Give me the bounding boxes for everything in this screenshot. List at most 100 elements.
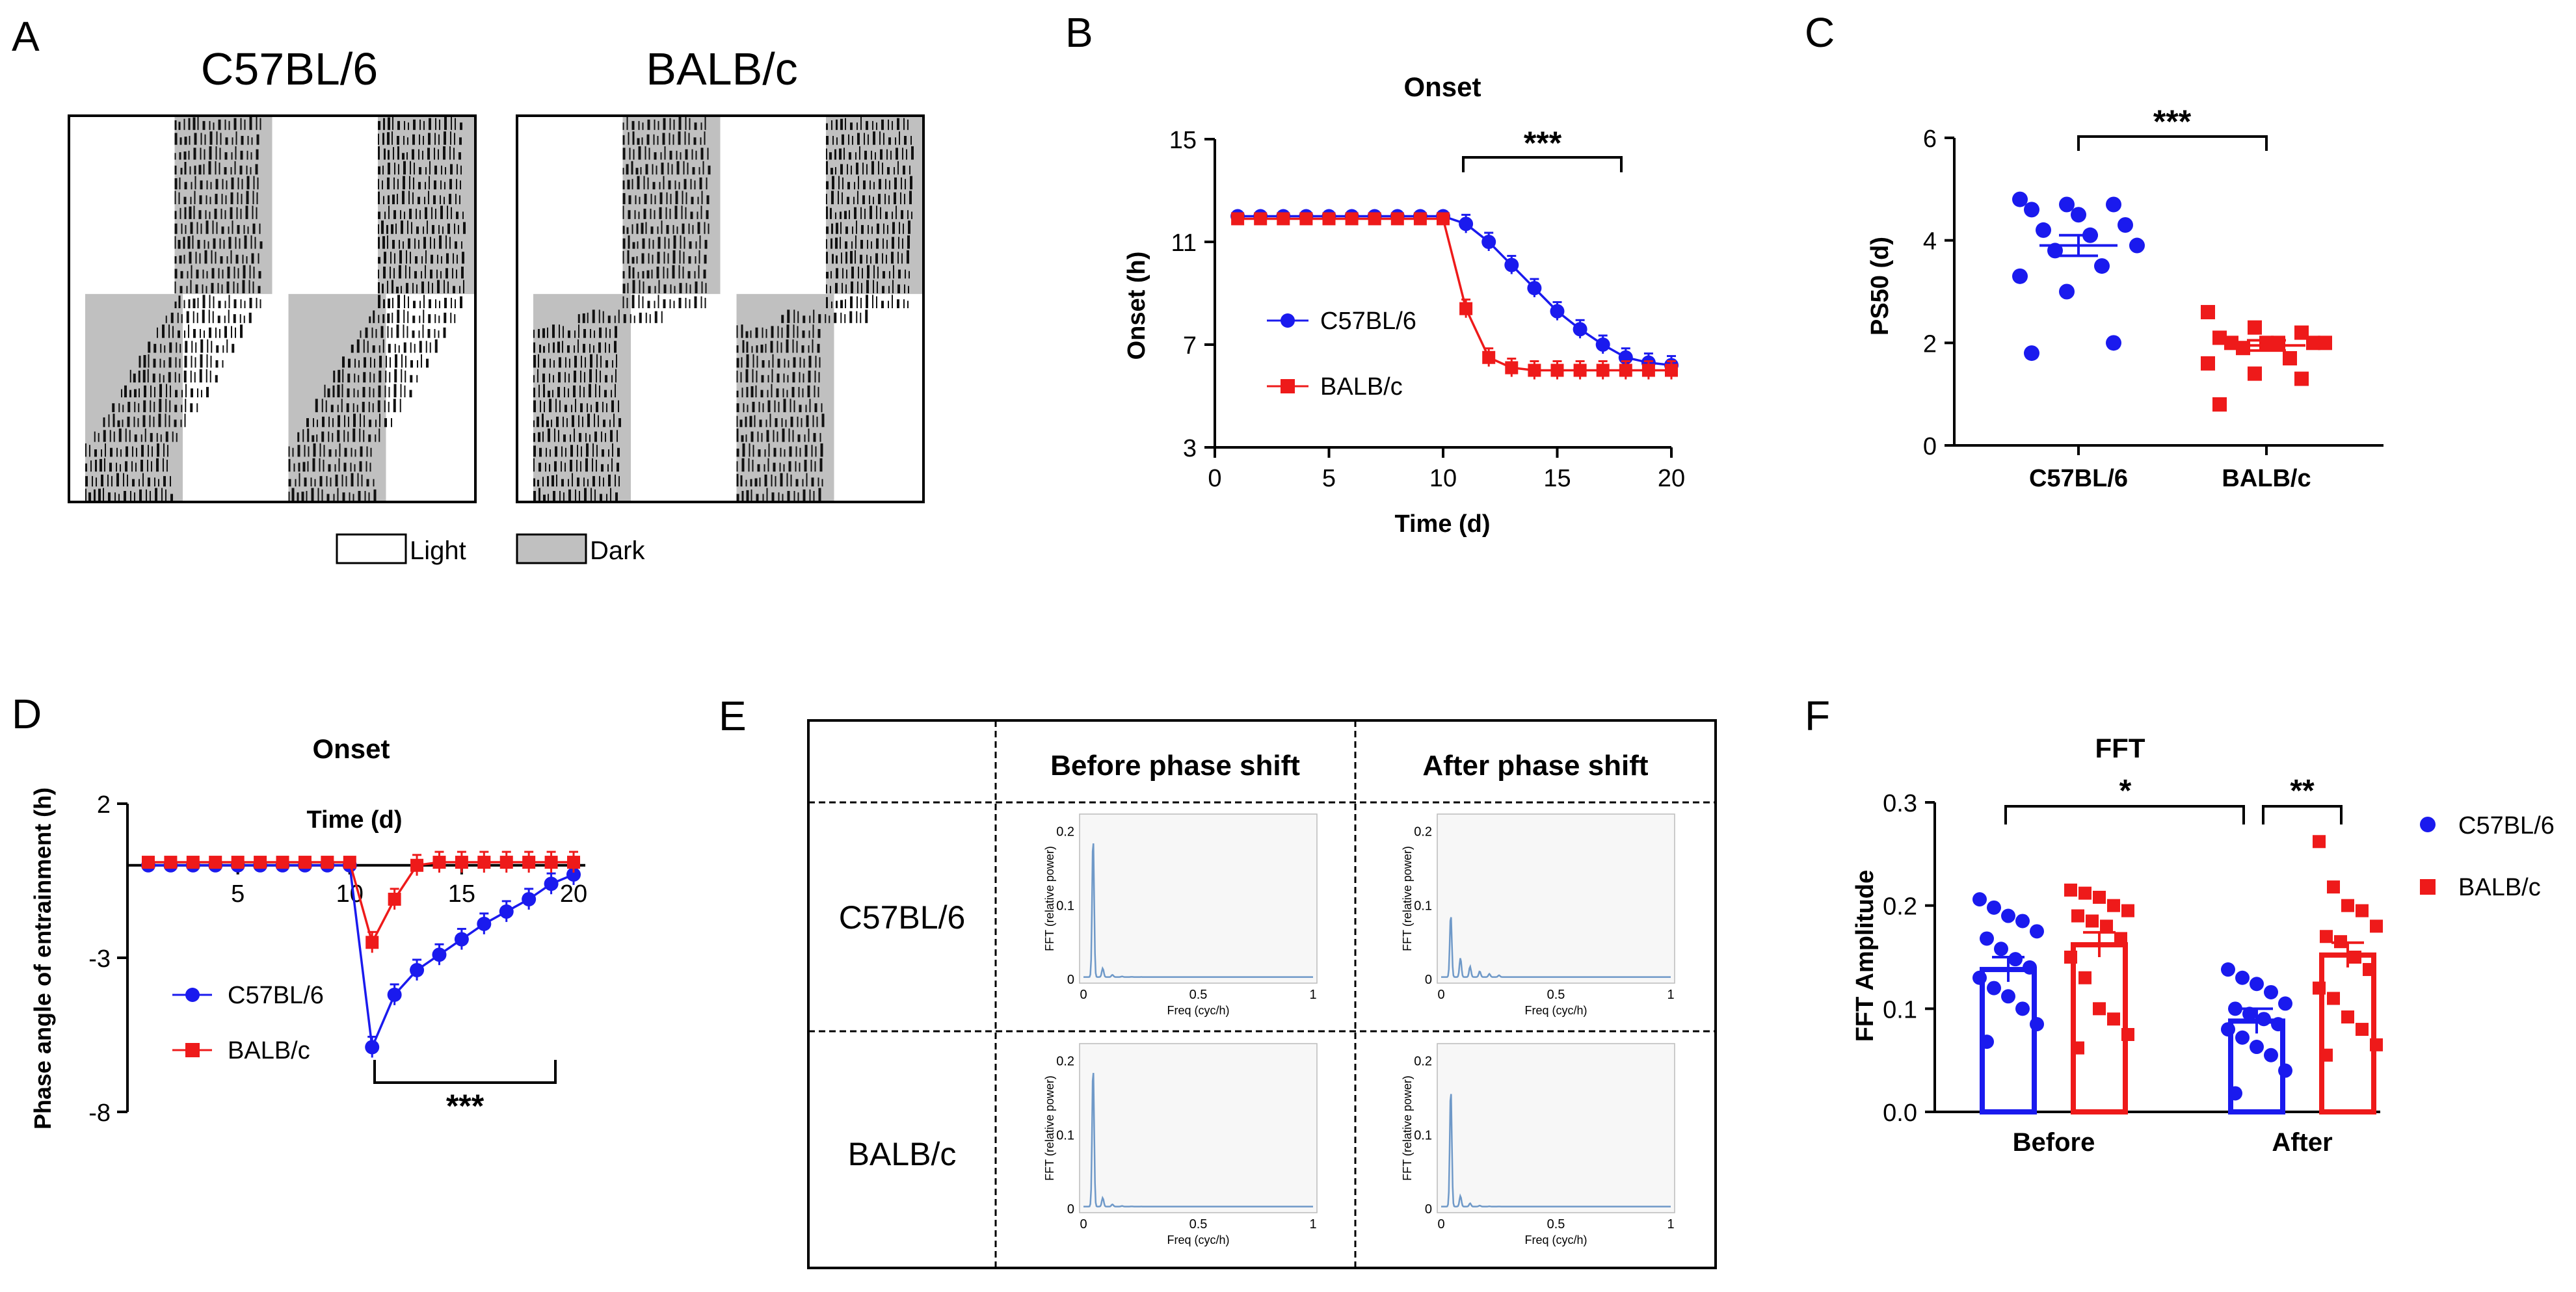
activity-bar — [585, 357, 586, 368]
activity-bar — [174, 372, 176, 383]
activity-bar — [439, 119, 440, 130]
activity-bar — [399, 239, 400, 249]
activity-bar — [460, 296, 462, 308]
activity-bar — [425, 341, 427, 353]
activity-bar — [252, 281, 254, 294]
activity-bar — [414, 270, 417, 279]
activity-bar — [769, 414, 771, 427]
activity-bar — [252, 223, 256, 234]
activity-bar — [570, 460, 572, 472]
activity-bar — [746, 387, 749, 398]
activity-bar — [394, 343, 396, 353]
activity-bar — [237, 192, 239, 205]
activity-bar — [736, 428, 739, 442]
activity-bar — [657, 121, 659, 130]
activity-bar — [421, 256, 423, 264]
activity-bar — [178, 239, 181, 249]
activity-bar — [455, 241, 457, 249]
activity-bar — [393, 210, 396, 219]
activity-bar — [174, 404, 178, 412]
activity-bar — [906, 149, 907, 160]
activity-bar — [368, 434, 371, 442]
activity-bar — [444, 196, 445, 205]
activity-bar — [233, 118, 237, 130]
activity-bar — [123, 473, 124, 487]
col-header-before: Before phase shift — [1050, 750, 1300, 782]
activity-bar — [249, 265, 251, 279]
activity-bar — [537, 479, 539, 487]
activity-bar — [399, 399, 401, 412]
data-point — [432, 947, 447, 962]
activity-bar — [698, 166, 700, 175]
activity-bar — [292, 447, 294, 457]
activity-bar — [884, 194, 886, 205]
activity-bar — [368, 492, 370, 501]
activity-bar — [85, 463, 87, 472]
activity-bar — [618, 418, 621, 427]
activity-bar — [654, 119, 656, 130]
activity-bar — [383, 196, 384, 205]
activity-bar — [552, 324, 555, 338]
activity-bar — [392, 312, 393, 323]
activity-bar — [195, 284, 198, 294]
activity-bar — [664, 237, 666, 249]
activity-bar — [870, 205, 872, 219]
activity-bar — [661, 311, 663, 323]
activity-bar — [645, 222, 647, 234]
activity-bar — [386, 225, 388, 234]
activity-bar — [423, 310, 425, 323]
activity-bar — [558, 430, 559, 442]
activity-bar — [866, 295, 868, 308]
activity-bar — [190, 222, 193, 234]
activity-bar — [799, 447, 801, 457]
activity-bar — [803, 358, 805, 368]
chart-b-ylabel: Onset (h) — [1123, 252, 1150, 360]
activity-bar — [564, 404, 567, 412]
activity-bar — [228, 295, 230, 308]
activity-bar — [184, 330, 185, 338]
activity-bar — [676, 161, 680, 175]
activity-bar — [572, 415, 574, 427]
activity-bar — [141, 445, 144, 457]
activity-bar — [117, 420, 120, 427]
chart-d-legend: C57BL/6 BALB/c — [172, 982, 324, 1064]
activity-bar — [808, 370, 811, 383]
activity-bar — [216, 222, 218, 234]
activity-bar — [605, 327, 607, 338]
activity-bar — [178, 192, 180, 205]
activity-bar — [197, 388, 198, 398]
activity-bar — [637, 138, 640, 145]
activity-bar — [407, 311, 409, 323]
data-point — [2064, 883, 2077, 897]
activity-bar — [606, 403, 607, 412]
activity-bar — [559, 324, 560, 338]
activity-bar — [194, 372, 196, 383]
activity-bar — [206, 180, 208, 190]
activity-bar — [903, 299, 905, 308]
activity-bar — [194, 357, 196, 368]
activity-bar — [618, 400, 619, 412]
y-tick-label: 0.2 — [1883, 893, 1917, 921]
activity-bar — [777, 431, 778, 442]
activity-bar — [818, 372, 820, 383]
activity-bar — [338, 458, 340, 472]
activity-bar — [741, 357, 743, 368]
activity-bar — [870, 180, 871, 190]
activity-bar — [547, 476, 549, 487]
activity-bar — [247, 135, 249, 145]
activity-bar — [634, 210, 636, 219]
activity-bar — [191, 356, 193, 368]
activity-bar — [450, 164, 453, 175]
data-point — [164, 856, 178, 869]
activity-bar — [556, 474, 557, 487]
activity-bar — [799, 357, 801, 368]
activity-bar — [559, 491, 561, 501]
activity-bar — [394, 253, 395, 264]
activity-bar — [224, 326, 227, 338]
activity-bar — [116, 473, 119, 487]
activity-bar — [258, 270, 261, 279]
activity-bar — [563, 326, 564, 338]
activity-bar — [135, 462, 137, 472]
activity-bar — [297, 445, 300, 457]
activity-bar — [691, 149, 693, 160]
